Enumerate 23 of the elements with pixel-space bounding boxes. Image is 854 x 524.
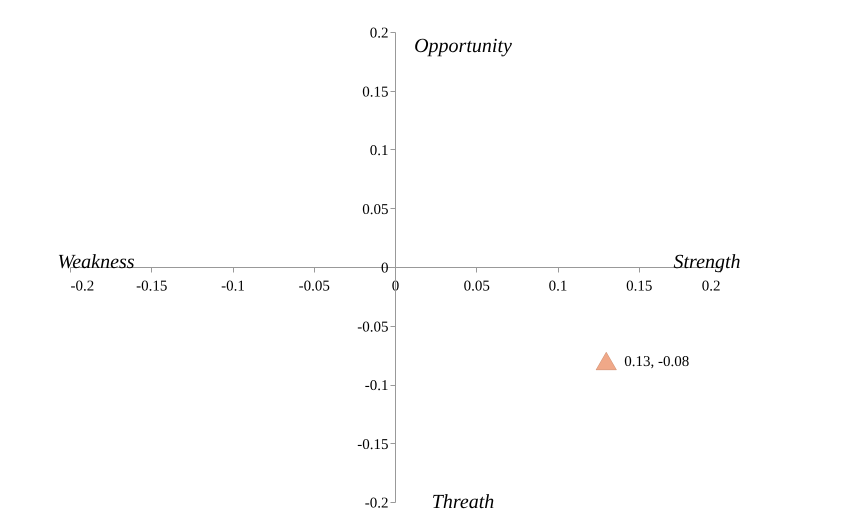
x-tick-label: 0 (392, 278, 400, 294)
y-tick-label: -0.15 (357, 436, 388, 453)
annotation: Opportunity (414, 35, 512, 57)
x-tick-label: 0.2 (702, 278, 720, 294)
annotation: Strength (673, 251, 741, 273)
y-tick-label: 0.05 (362, 202, 388, 218)
x-tick-label: -0.2 (70, 278, 94, 294)
y-tick-label: -0.05 (357, 319, 388, 336)
data-label: 0.13, -0.08 (624, 354, 690, 370)
y-tick-label: 0.15 (362, 84, 388, 100)
x-tick-label: 0.15 (626, 278, 652, 294)
x-tick-label: 0.05 (464, 278, 490, 294)
x-tick-label: -0.05 (298, 278, 330, 294)
y-tick-label: 0.1 (370, 143, 388, 159)
annotation: Weakness (57, 251, 135, 273)
annotation: Threath (432, 491, 494, 513)
y-tick-label: -0.2 (364, 496, 388, 512)
x-tick-label: -0.1 (221, 278, 245, 294)
y-tick-label: 0 (381, 260, 388, 276)
y-tick-label: -0.1 (364, 378, 388, 394)
x-tick-label: 0.1 (548, 278, 568, 294)
x-tick-label: -0.15 (136, 278, 168, 294)
y-tick-label: 0.2 (370, 26, 388, 42)
